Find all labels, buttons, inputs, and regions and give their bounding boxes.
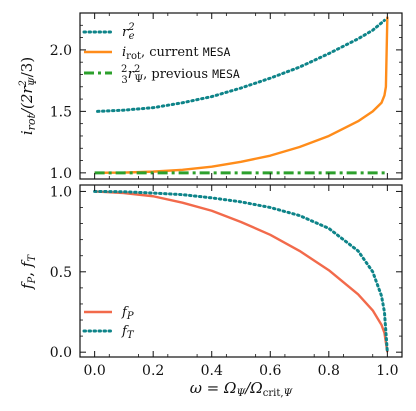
- bottom-series-line-1: [94, 190, 389, 353]
- x-tick-label: 0.6: [259, 363, 281, 379]
- top-y-tick-label: 1.5: [50, 104, 72, 120]
- top-series-line-2: [94, 16, 389, 175]
- legend-label-ft: fT: [121, 324, 135, 341]
- x-tick-label: 0.4: [201, 363, 223, 379]
- legend-label-previous: 2 3r2 Ψ, previous MESA: [121, 64, 240, 86]
- bottom-series-line-2: [93, 189, 389, 354]
- top-series-line-1: [96, 18, 386, 113]
- x-axis-label: ω = ΩΨ/Ωcrit,Ψ: [190, 379, 294, 399]
- top-legend: r2 e irot, current MESA 2 3r2 Ψ, previous M…: [82, 22, 240, 86]
- legend-label-irot: irot, current MESA: [122, 45, 231, 62]
- bottom-y-axis-label: fP, fT: [18, 254, 38, 290]
- top-y-tick-label: 1.0: [50, 166, 72, 182]
- top-y-tick-label: 2.0: [50, 43, 72, 59]
- x-tick-label: 0.8: [318, 363, 340, 379]
- bottom-panel: 0.0 0.2 0.4 0.6 0.8 1.0 0.0 0.5 1.0 fP, fT fP fT…: [18, 184, 403, 399]
- x-tick-label: 0.0: [84, 363, 106, 379]
- top-y-axis-label: irot/(2r2Ψ/3): [18, 57, 39, 135]
- bottom-legend: fP fT: [82, 305, 135, 341]
- top-panel: 1.0 1.5 2.0 irot/(2r2Ψ/3) r2 e irot, curren…: [18, 12, 403, 182]
- x-tick-label: 1.0: [376, 363, 398, 379]
- bottom-plot-frame: [79, 184, 403, 358]
- bottom-y-tick-label: 0.5: [50, 265, 72, 281]
- x-tick-label: 0.2: [142, 363, 164, 379]
- bottom-y-tick-label: 0.0: [50, 345, 72, 361]
- top-plot-frame: [79, 12, 403, 180]
- legend-label-re2: r2 e: [122, 22, 135, 42]
- bottom-y-tick-label: 1.0: [50, 184, 72, 200]
- legend-label-fp: fP: [121, 305, 134, 322]
